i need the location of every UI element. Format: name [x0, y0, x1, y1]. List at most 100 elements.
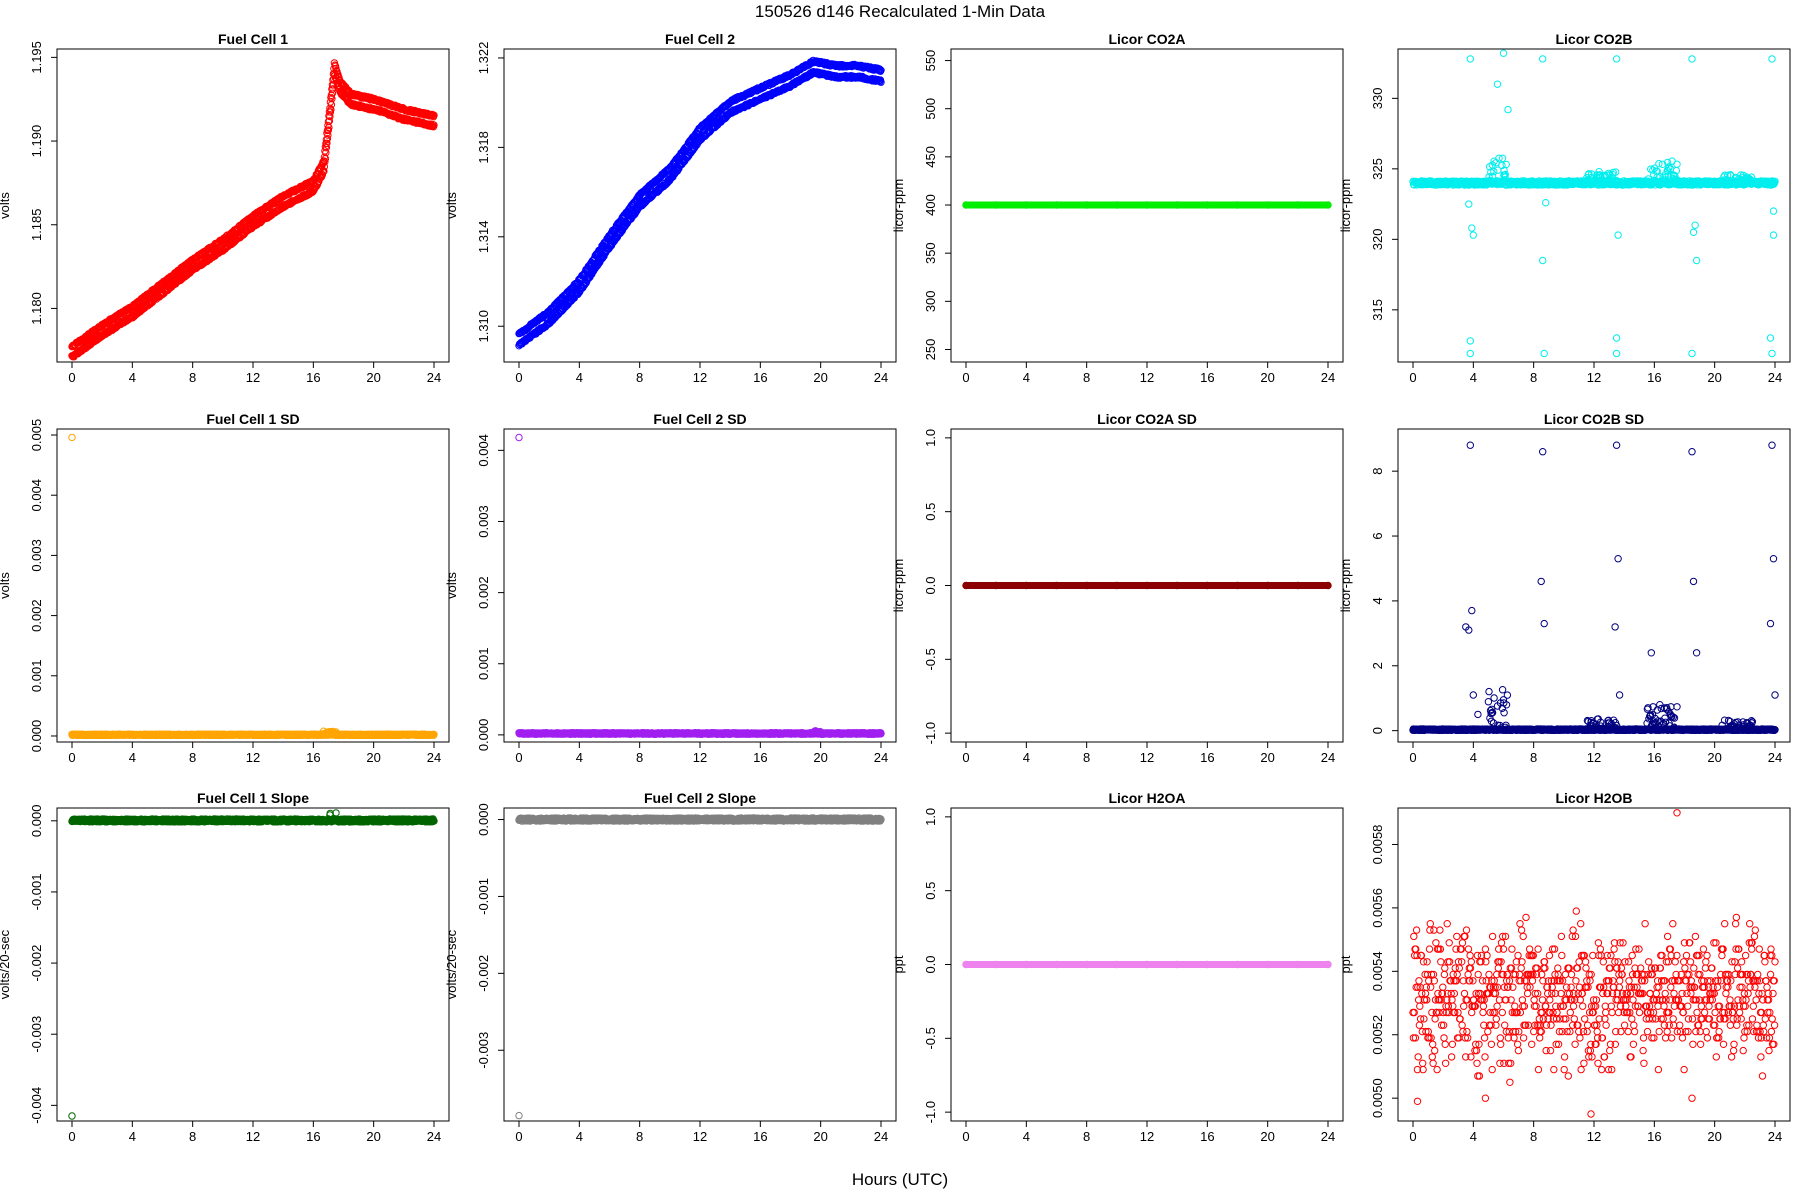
data-point — [1612, 349, 1621, 358]
y-tick-label: 1.322 — [476, 42, 491, 75]
panel-title: Fuel Cell 2 — [665, 31, 735, 47]
data-point — [321, 158, 329, 166]
x-tick-label: 12 — [693, 370, 707, 385]
x-tick-label: 8 — [1083, 370, 1090, 385]
data-point — [328, 95, 336, 103]
data-point — [1539, 55, 1547, 63]
data-point — [323, 135, 332, 143]
y-axis-label: licor-ppm — [891, 179, 906, 232]
y-tick-label: 1.318 — [476, 131, 491, 164]
x-tick-label: 4 — [129, 370, 136, 385]
x-tick-label: 16 — [1647, 370, 1661, 385]
y-axis-label: volts — [0, 192, 12, 219]
y-tick-label: 325 — [1370, 158, 1385, 180]
panel-title: Fuel Cell 1 SD — [206, 411, 299, 427]
data-point — [1203, 201, 1212, 209]
data-point — [1113, 201, 1121, 209]
plot-frame — [503, 48, 897, 363]
data-point — [328, 89, 337, 97]
x-tick-label: 4 — [129, 750, 136, 765]
y-tick-label: 350 — [923, 242, 938, 264]
data-point — [321, 147, 329, 155]
y-tick-label: 1.310 — [476, 310, 491, 343]
x-tick-label: 24 — [1768, 370, 1782, 385]
x-tick-label: 20 — [366, 370, 380, 385]
data-point — [1504, 105, 1512, 114]
data-point — [1466, 55, 1475, 63]
y-tick-label: 0.004 — [29, 479, 44, 512]
x-tick-label: 16 — [753, 370, 767, 385]
data-point — [1539, 256, 1547, 265]
y-tick-label: 0.005 — [29, 419, 44, 452]
data-point — [324, 131, 332, 139]
data-point — [1766, 334, 1775, 342]
y-tick-label: 1.190 — [29, 125, 44, 158]
y-tick-label: 1.185 — [29, 208, 44, 241]
x-tick-label: 24 — [1321, 370, 1335, 385]
data-point — [1612, 55, 1621, 63]
y-tick-label: 300 — [923, 290, 938, 312]
x-tick-label: 8 — [636, 370, 643, 385]
data-point — [1022, 201, 1031, 209]
data-point — [1468, 224, 1476, 232]
data-points — [1409, 49, 1779, 358]
data-point — [1466, 349, 1475, 358]
data-point — [1542, 199, 1550, 207]
x-tick-label: 24 — [427, 370, 441, 385]
x-tick-label: 0 — [515, 370, 522, 385]
data-point — [1493, 80, 1502, 88]
y-tick-label: 320 — [1370, 228, 1385, 250]
data-point — [1465, 200, 1473, 208]
data-point — [1688, 55, 1696, 63]
y-tick-label: 500 — [923, 98, 938, 120]
data-point — [320, 167, 328, 175]
data-point — [1692, 256, 1701, 265]
x-tick-label: 24 — [874, 370, 888, 385]
data-point — [1614, 231, 1622, 239]
data-point — [1264, 201, 1272, 209]
plot-frame — [56, 428, 450, 743]
y-tick-label: 0.001 — [29, 660, 44, 693]
data-point — [1769, 231, 1778, 239]
data-points — [68, 433, 438, 740]
x-tick-label: 12 — [1587, 370, 1601, 385]
data-point — [992, 201, 1000, 209]
y-axis-label: volts — [0, 572, 12, 599]
data-point — [1499, 49, 1508, 57]
x-tick-label: 0 — [68, 750, 75, 765]
x-tick-label: 0 — [962, 370, 969, 385]
data-point — [1294, 201, 1302, 209]
y-axis-label: licor-ppm — [1338, 179, 1353, 232]
y-tick-label: 0.000 — [29, 720, 44, 753]
data-point — [322, 148, 330, 157]
x-tick-label: 8 — [189, 750, 196, 765]
data-point — [320, 162, 329, 171]
data-points — [68, 59, 438, 361]
figure-title: 150526 d146 Recalculated 1-Min Data — [754, 2, 1046, 21]
x-tick-label: 20 — [366, 750, 380, 765]
data-point — [1469, 231, 1478, 239]
y-axis-label: volts — [444, 192, 459, 219]
data-point — [1612, 334, 1621, 342]
y-tick-label: 400 — [923, 194, 938, 216]
data-point — [325, 117, 334, 125]
x-tick-label: 12 — [1140, 370, 1154, 385]
data-point — [1673, 160, 1681, 168]
x-tick-label: 12 — [246, 370, 260, 385]
y-tick-label: 450 — [923, 146, 938, 168]
data-point — [1324, 201, 1332, 209]
y-tick-label: 1.180 — [29, 292, 44, 325]
x-tick-label: 4 — [576, 370, 583, 385]
plot-frame — [1397, 48, 1791, 363]
data-points — [515, 56, 885, 350]
x-tick-label: 16 — [306, 750, 320, 765]
data-point — [1769, 207, 1778, 215]
x-tick-label: 20 — [1260, 370, 1274, 385]
data-point — [1083, 201, 1091, 209]
panel-title: Licor CO2A — [1108, 31, 1185, 47]
x-tick-label: 0 — [1409, 370, 1416, 385]
